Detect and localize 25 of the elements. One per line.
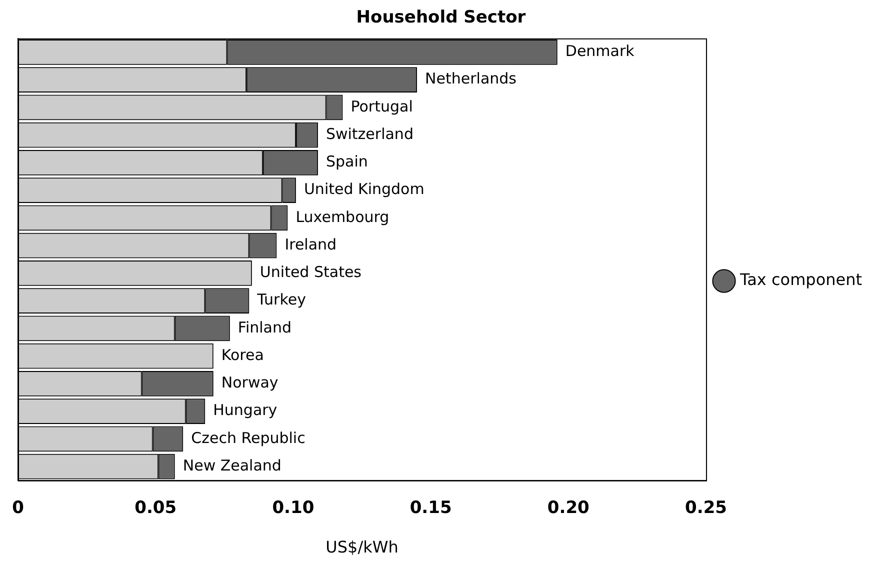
y-tick-label: Hungary: [213, 401, 278, 420]
y-tick-label: Denmark: [565, 42, 635, 60]
x-tick-label: 0.20: [547, 498, 590, 518]
y-tick-label: Finland: [238, 318, 292, 336]
y-tick-label: United Kingdom: [304, 180, 424, 198]
y-tick-label: Norway: [221, 374, 278, 392]
x-tick-label: 0: [12, 498, 24, 518]
y-tick-label: Czech Republic: [191, 428, 306, 447]
x-tick-label: 0.15: [410, 498, 452, 518]
y-tick-label: Korea: [221, 346, 264, 364]
y-tick-label: United States: [260, 263, 362, 282]
y-tick-label: Switzerland: [326, 124, 414, 143]
y-tick-label: Netherlands: [425, 70, 517, 88]
x-tick-label: 0.25: [685, 498, 727, 518]
x-tick-label: 0.10: [272, 498, 314, 518]
y-tick-label: Turkey: [256, 290, 306, 309]
legend-label: Tax component: [739, 270, 862, 290]
y-tick-label: Portugal: [350, 97, 413, 116]
y-tick-label: Luxembourg: [296, 208, 390, 226]
y-tick-label: Spain: [326, 152, 368, 171]
y-tick-label: Ireland: [284, 235, 337, 254]
x-axis-title: US$/kWh: [326, 538, 398, 557]
y-tick-label: New Zealand: [182, 456, 282, 474]
x-tick-label: 0.05: [134, 498, 177, 518]
chart-title: Household Sector: [356, 8, 526, 28]
